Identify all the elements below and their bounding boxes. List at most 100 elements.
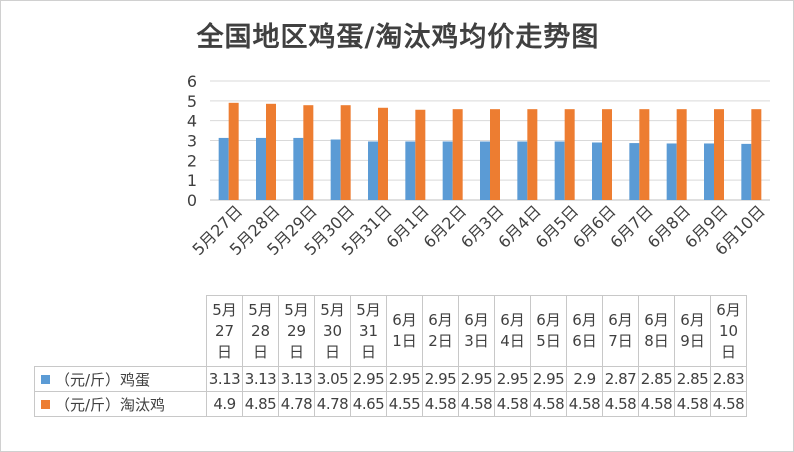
bar-egg: [256, 137, 266, 200]
date-header-line: 6月: [500, 311, 525, 329]
y-tick-label: 6: [187, 72, 197, 91]
date-header-line: 3日: [464, 332, 489, 350]
date-header-line: 8日: [644, 332, 669, 350]
bar-chart-svg: 01234565月27日5月28日5月29日5月30日5月31日6月1日6月2日…: [187, 72, 770, 259]
bar-egg: [741, 143, 752, 200]
table-value-cell: 2.85: [674, 366, 711, 392]
table-value-cell: 3.13: [278, 366, 315, 392]
table-value-cell: 4.78: [314, 391, 351, 417]
bar-culled-hen: [602, 109, 612, 200]
bar-egg: [704, 143, 714, 200]
bar-culled-hen: [714, 109, 724, 200]
date-header-line: 日: [324, 342, 340, 361]
date-header-line: 9日: [680, 332, 705, 350]
bar-egg: [368, 141, 378, 200]
table-value-cell: 4.85: [242, 391, 279, 417]
bar-egg: [592, 142, 602, 200]
bar-culled-hen: [751, 109, 762, 200]
date-header-line: 5月: [320, 300, 345, 319]
date-header-line: 6月: [428, 311, 453, 329]
table-date-header: 5月 27 日: [206, 295, 243, 367]
table-date-header: 6月 4日: [494, 295, 531, 367]
bar-culled-hen: [564, 109, 575, 200]
date-header-line: 6月: [536, 311, 561, 329]
table-corner: [34, 295, 207, 367]
bar-egg: [330, 139, 341, 200]
y-tick-label: 0: [187, 191, 197, 210]
bar-culled-hen: [490, 109, 500, 200]
bar-culled-hen: [266, 103, 276, 200]
date-header-line: 10: [718, 321, 739, 340]
table-date-header: 6月 2日: [422, 295, 459, 367]
date-header-line: 31: [358, 321, 379, 340]
y-tick-label: 5: [187, 92, 197, 111]
date-header-line: 日: [216, 342, 232, 361]
bar-culled-hen: [378, 107, 388, 200]
table-date-header: 5月 28 日: [242, 295, 279, 367]
date-header-line: 6月: [392, 311, 417, 329]
table-value-cell: 4.58: [566, 391, 603, 417]
date-header-line: 6月: [608, 311, 633, 329]
table-date-header: 6月 10 日: [710, 295, 747, 367]
series-name: （元/斤）淘汰鸡: [55, 395, 166, 414]
date-header-line: 30: [322, 321, 343, 340]
series-label-cell: （元/斤）淘汰鸡: [34, 391, 207, 417]
bar-culled-hen: [415, 109, 426, 200]
bar-culled-hen: [639, 109, 650, 200]
y-tick-label: 3: [187, 132, 197, 151]
bar-egg: [554, 141, 565, 200]
date-header-line: 6月: [464, 311, 489, 329]
bar-egg: [218, 137, 229, 200]
table-value-cell: 4.58: [710, 391, 747, 417]
table-date-header: 6月 3日: [458, 295, 495, 367]
bar-culled-hen: [228, 102, 239, 200]
table-value-cell: 3.05: [314, 366, 351, 392]
table-date-header: 6月 6日: [566, 295, 603, 367]
bar-egg: [405, 141, 416, 200]
bar-egg: [629, 143, 640, 200]
table-date-header: 6月 7日: [602, 295, 639, 367]
table-date-header: 6月 5日: [530, 295, 567, 367]
table-value-cell: 4.58: [458, 391, 495, 417]
y-tick-label: 4: [187, 112, 197, 131]
table-value-cell: 2.85: [638, 366, 675, 392]
date-header-line: 7日: [608, 332, 633, 350]
table-row: （元/斤）鸡蛋 3.13 3.13 3.13 3.05 2.95 2.95 2.95 2.95 2…: [34, 366, 747, 392]
date-header-line: 1日: [392, 332, 417, 350]
y-tick-label: 1: [187, 171, 197, 190]
bar-egg: [517, 141, 528, 200]
date-header-line: 2日: [428, 332, 453, 350]
table-value-cell: 2.95: [458, 366, 495, 392]
table-date-header: 5月 30 日: [314, 295, 351, 367]
chart-title: 全国地区鸡蛋/淘汰鸡均价走势图: [196, 22, 600, 53]
bar-culled-hen: [340, 105, 351, 200]
table-value-cell: 3.13: [206, 366, 243, 392]
bar-egg: [666, 143, 677, 200]
table-value-cell: 4.55: [386, 391, 423, 417]
date-header-line: 5日: [536, 332, 561, 350]
data-table: 5月 27 日 5月 28 日 5月 29 日 5月 30 日 5月 31 日 6月 1日 6月 2日 6月 3日 6月 4…: [34, 295, 747, 417]
bar-egg: [442, 141, 453, 200]
date-header-line: 6月: [716, 300, 741, 319]
table-value-cell: 2.95: [494, 366, 531, 392]
bar-culled-hen: [452, 109, 463, 200]
table-value-cell: 2.95: [530, 366, 567, 392]
date-header-line: 28: [250, 321, 271, 340]
table-value-cell: 4.78: [278, 391, 315, 417]
date-header-line: 5月: [212, 300, 237, 319]
table-date-header: 6月 8日: [638, 295, 675, 367]
table-value-cell: 4.58: [422, 391, 459, 417]
legend-key-square: [41, 374, 50, 384]
table-value-cell: 2.95: [386, 366, 423, 392]
table-value-cell: 2.9: [566, 366, 603, 392]
table-date-header: 6月 9日: [674, 295, 711, 367]
table-value-cell: 4.58: [602, 391, 639, 417]
table-date-header: 5月 31 日: [350, 295, 387, 367]
table-value-cell: 4.58: [494, 391, 531, 417]
table-value-cell: 3.13: [242, 366, 279, 392]
date-header-line: 27: [214, 321, 235, 340]
table-value-cell: 4.65: [350, 391, 387, 417]
table-value-cell: 2.95: [350, 366, 387, 392]
date-header-line: 4日: [500, 332, 525, 350]
